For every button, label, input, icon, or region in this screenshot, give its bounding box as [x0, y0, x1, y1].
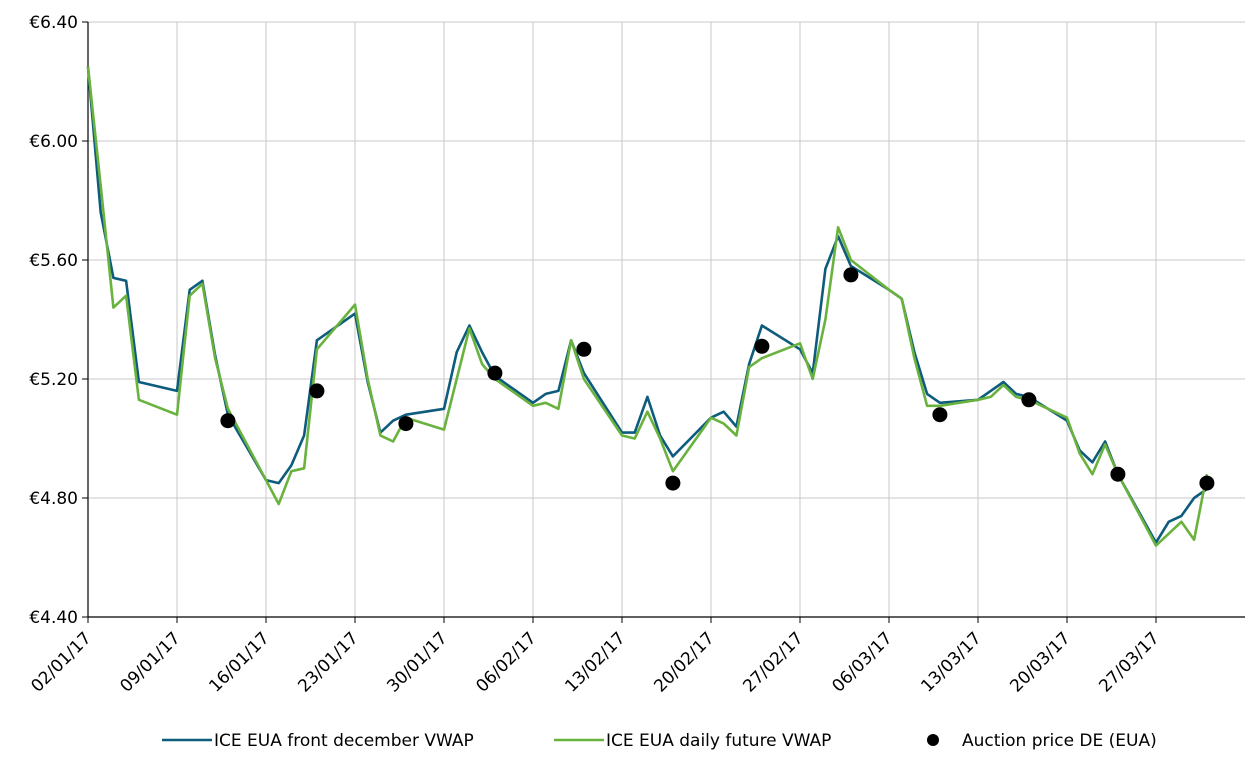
legend-label-2: Auction price DE (EUA)	[962, 731, 1157, 751]
y-tick-label: €6.00	[29, 132, 78, 152]
x-tick-label: 02/01/17	[27, 628, 95, 696]
x-tick-label: 30/01/17	[383, 628, 451, 696]
auction-point	[220, 413, 236, 429]
y-tick-label: €4.40	[29, 608, 78, 628]
y-tick-label: €4.80	[29, 489, 78, 509]
y-tick-label: €5.60	[29, 251, 78, 271]
auction-point	[843, 267, 859, 283]
auction-point	[1199, 475, 1215, 491]
x-tick-label: 27/03/17	[1095, 628, 1163, 696]
horizontal-gridlines	[88, 21, 1245, 499]
legend-label-0: ICE EUA front december VWAP	[214, 731, 474, 751]
series-lines	[86, 66, 1209, 547]
auction-point	[665, 475, 681, 491]
auction-point	[487, 365, 503, 381]
series-line-1	[86, 66, 1209, 547]
x-tick-label: 20/02/17	[650, 628, 718, 696]
y-tick-labels: €4.40 €4.80 €5.20 €5.60 €6.00 €6.40	[29, 13, 78, 628]
x-tick-label: 13/03/17	[917, 628, 985, 696]
x-tick-label: 09/01/17	[116, 628, 184, 696]
x-tick-label: 06/02/17	[472, 628, 540, 696]
x-tick-label: 27/02/17	[739, 628, 807, 696]
y-tick-label: €6.40	[29, 13, 78, 33]
x-tick-label: 06/03/17	[828, 628, 896, 696]
vertical-gridlines	[176, 22, 1157, 617]
auction-point	[1021, 392, 1037, 408]
auction-point	[576, 341, 592, 357]
auction-point	[932, 407, 948, 423]
auction-point	[754, 338, 770, 354]
x-tick-labels: 02/01/17 09/01/17 16/01/17 23/01/17 30/01/17…	[27, 628, 1163, 696]
auction-points	[220, 267, 1215, 491]
legend-swatch-2	[927, 734, 939, 746]
x-tick-label: 20/03/17	[1006, 628, 1074, 696]
auction-point	[309, 383, 325, 399]
x-tick-label: 13/02/17	[561, 628, 629, 696]
legend: ICE EUA front december VWAP ICE EUA daily…	[162, 731, 1157, 751]
auction-point	[1110, 466, 1126, 482]
legend-label-1: ICE EUA daily future VWAP	[606, 731, 831, 751]
series-line-0	[86, 66, 1208, 544]
x-tick-label: 16/01/17	[205, 628, 273, 696]
auction-point	[398, 416, 414, 432]
y-tick-label: €5.20	[29, 370, 78, 390]
axes	[82, 21, 1245, 623]
x-tick-label: 23/01/17	[294, 628, 362, 696]
